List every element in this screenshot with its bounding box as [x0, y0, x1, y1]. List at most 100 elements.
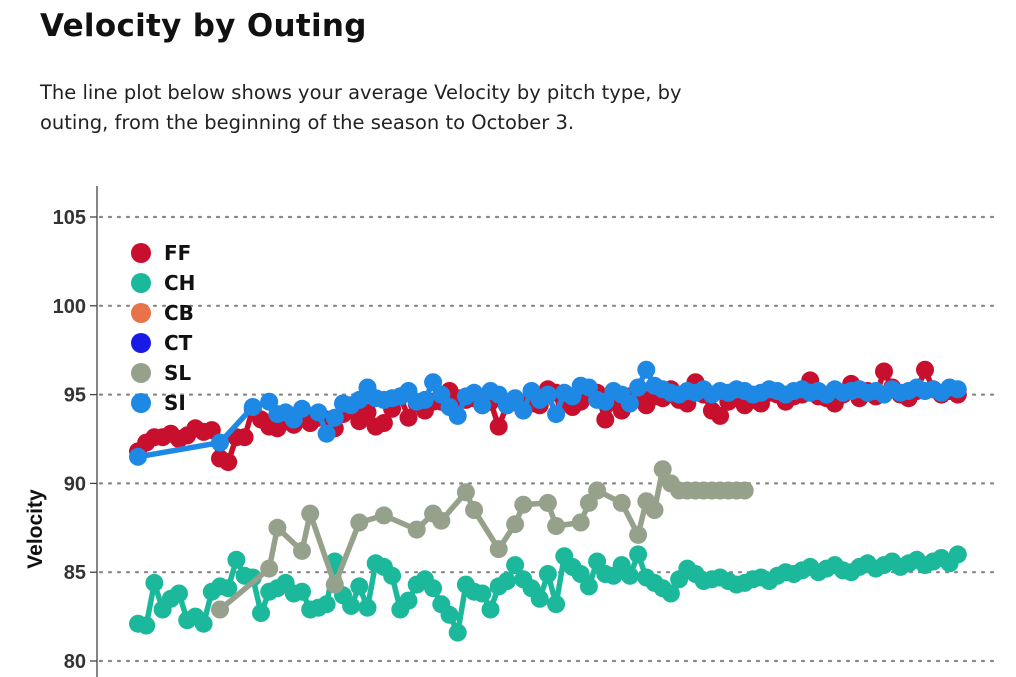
data-point-ff [916, 360, 934, 379]
data-point-si [514, 401, 533, 420]
data-point-sl [514, 495, 533, 514]
data-point-si [415, 390, 434, 409]
data-point-sl [653, 460, 672, 479]
data-point-sl [629, 525, 648, 544]
data-point-sl [588, 481, 607, 500]
legend-item-si: SI [131, 391, 186, 415]
data-point-sl [211, 600, 229, 619]
data-point-sl [465, 501, 484, 519]
y-tick-label: 95 [64, 385, 86, 407]
y-tick-label: 90 [64, 473, 86, 495]
data-point-sl [325, 575, 344, 594]
legend-label: CB [164, 301, 194, 325]
y-tick-label: 105 [53, 207, 86, 229]
data-point-si [547, 405, 566, 424]
legend-marker [131, 333, 151, 353]
data-point-ch [383, 566, 402, 585]
data-point-sl [538, 493, 557, 512]
data-point-si [309, 403, 328, 422]
legend-marker [131, 303, 151, 323]
data-point-ch [399, 591, 418, 610]
series-ch [129, 545, 967, 642]
legend-marker [131, 363, 151, 383]
data-point-sl [432, 511, 451, 530]
data-point-si [293, 399, 311, 418]
data-point-ch [661, 584, 680, 603]
data-point-ff [374, 414, 393, 432]
data-point-sl [301, 504, 320, 523]
legend-marker [131, 393, 151, 413]
data-point-si [473, 396, 492, 415]
data-point-ch [170, 584, 188, 603]
y-tick-label: 100 [53, 296, 86, 318]
y-tick-label: 85 [64, 562, 86, 584]
data-point-ch [530, 589, 549, 608]
legend-item-cb: CB [131, 301, 194, 325]
data-point-sl [547, 517, 566, 535]
data-point-ch [448, 623, 467, 642]
data-point-ch [342, 596, 361, 615]
data-point-sl [489, 540, 508, 559]
series-sl [211, 460, 754, 619]
data-point-ch [547, 595, 566, 614]
data-point-si [629, 378, 648, 397]
data-point-sl [260, 559, 279, 578]
data-point-ch [497, 572, 516, 591]
legend-label: SI [164, 391, 186, 415]
data-point-sl [407, 520, 426, 539]
legend-marker [131, 273, 151, 293]
legend-item-sl: SL [131, 361, 191, 385]
legend-label: SL [164, 361, 191, 385]
data-point-ch [219, 579, 238, 598]
data-point-sl [506, 515, 525, 534]
legend-item-ff: FF [131, 241, 191, 265]
legend-label: CT [164, 331, 193, 355]
data-point-sl [571, 513, 590, 532]
data-point-si [317, 424, 336, 443]
data-point-ch [629, 545, 648, 564]
data-point-ff [596, 410, 615, 429]
data-point-si [448, 406, 467, 425]
data-point-ff [399, 408, 418, 427]
data-point-ch [473, 584, 492, 603]
data-point-si [243, 398, 262, 416]
data-point-ch [317, 595, 336, 614]
y-axis-title: Velocity [24, 489, 47, 569]
data-point-si [637, 360, 656, 379]
data-point-sl [645, 501, 664, 519]
data-point-ch [350, 577, 369, 596]
data-point-ff [489, 417, 508, 436]
data-point-si [538, 385, 557, 404]
data-point-ch [440, 605, 459, 624]
page-title: Velocity by Outing [40, 8, 367, 44]
data-point-ch [506, 556, 525, 575]
data-point-ch [194, 614, 213, 633]
data-point-sl [350, 513, 369, 532]
data-point-ff [219, 453, 238, 472]
data-point-ff [235, 428, 254, 447]
data-point-sl [374, 506, 393, 525]
data-point-sl [612, 493, 631, 512]
y-tick-label: 80 [64, 651, 86, 673]
data-point-si [948, 380, 967, 399]
legend-item-ct: CT [131, 331, 193, 355]
data-point-ch [227, 550, 246, 569]
data-point-ch [948, 545, 967, 564]
legend-label: CH [164, 271, 195, 295]
data-point-ch [538, 565, 557, 583]
legend-marker [131, 243, 151, 263]
data-point-ch [137, 616, 156, 635]
page-description: The line plot below shows your average V… [40, 81, 682, 134]
data-point-ch [145, 573, 164, 592]
data-point-si [129, 447, 147, 466]
data-point-ch [481, 600, 500, 619]
data-point-sl [268, 518, 287, 537]
legend-label: FF [164, 241, 191, 265]
legend: FF CH CB CT SL SI [131, 241, 195, 415]
data-point-si [620, 394, 639, 413]
data-point-ff [875, 362, 893, 381]
series-layer [129, 360, 967, 642]
data-point-ch [252, 604, 270, 622]
data-point-ch [424, 579, 443, 598]
